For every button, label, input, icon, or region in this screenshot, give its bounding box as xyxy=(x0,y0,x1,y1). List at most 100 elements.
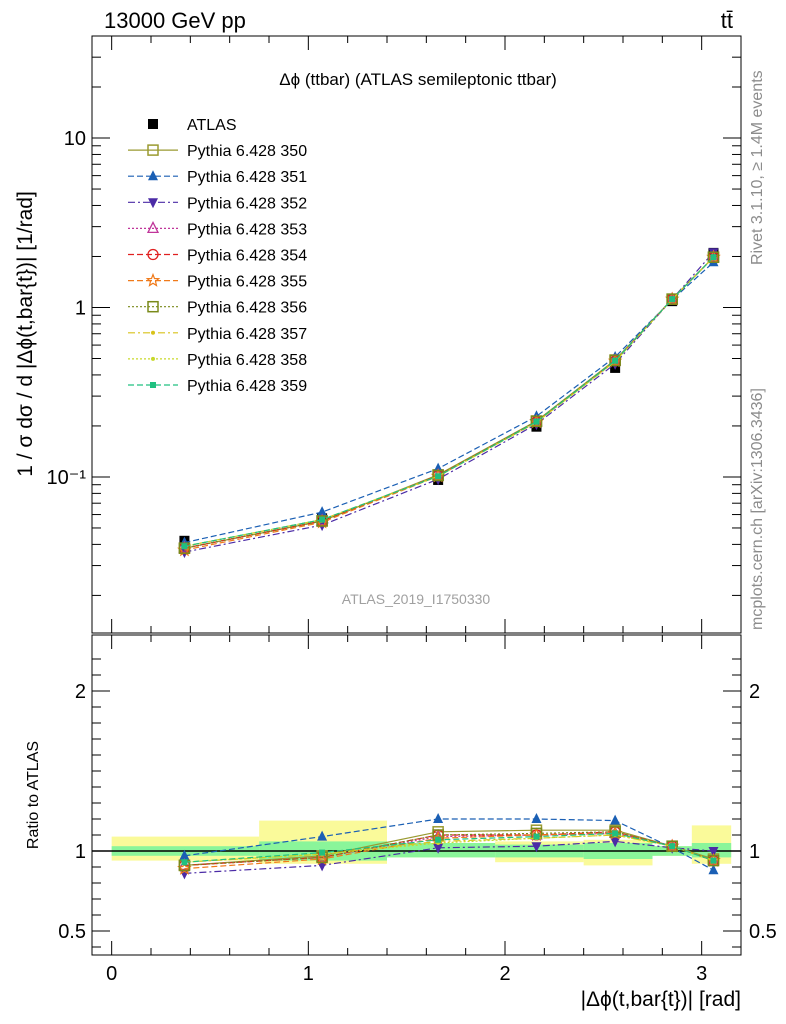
y-tick-label: 1 xyxy=(75,841,86,863)
energy-label: 13000 GeV pp xyxy=(104,8,246,33)
mcplots-label: mcplots.cern.ch [arXiv:1306.3436] xyxy=(749,388,766,630)
x-axis-label: |Δϕ(t,bar{t})| [rad] xyxy=(581,988,741,1011)
legend-label: Pythia 6.428 352 xyxy=(187,195,307,212)
legend-item: ATLAS xyxy=(148,117,237,134)
ratio-series-9 xyxy=(181,830,717,866)
y-tick-label: 10⁻¹ xyxy=(47,467,87,489)
legend-label: Pythia 6.428 355 xyxy=(187,274,307,291)
legend-item: Pythia 6.428 357 xyxy=(128,326,307,343)
main-series-6 xyxy=(177,249,721,557)
legend-label: ATLAS xyxy=(187,117,237,134)
legend-label: Pythia 6.428 356 xyxy=(187,300,307,317)
x-tick-label: 0 xyxy=(106,963,117,985)
legend-item: Pythia 6.428 353 xyxy=(128,220,307,238)
legend-label: Pythia 6.428 357 xyxy=(187,326,307,343)
legend: ATLAS Pythia 6.428 350 Pythia 6.428 351 Pyt… xyxy=(128,117,307,395)
y-tick-label-right: 2 xyxy=(749,681,760,703)
legend-label: Pythia 6.428 350 xyxy=(187,143,307,160)
y-tick-label: 0.5 xyxy=(58,921,86,943)
legend-marker xyxy=(148,170,158,181)
data-point xyxy=(707,854,720,867)
data-point xyxy=(181,859,188,866)
legend-marker xyxy=(148,119,158,129)
legend-label: Pythia 6.428 351 xyxy=(187,169,307,186)
legend-marker xyxy=(151,330,155,335)
data-point xyxy=(433,843,444,854)
main-series-10 xyxy=(181,254,717,550)
main-plot-panel: 10⁻¹ 1 10 Δϕ (ttbar) (ATLAS semileptonic t… xyxy=(14,35,742,634)
legend-marker xyxy=(147,300,159,313)
y-tick-label: 2 xyxy=(75,681,86,703)
data-point xyxy=(710,857,717,864)
legend-item: Pythia 6.428 355 xyxy=(128,272,307,291)
process-label: tt̄ xyxy=(721,8,733,33)
main-series-7 xyxy=(178,251,720,554)
main-series-1 xyxy=(178,251,720,554)
data-point xyxy=(317,506,328,517)
legend-marker xyxy=(151,356,155,361)
data-point xyxy=(708,248,719,259)
legend-marker xyxy=(147,144,159,156)
legend-item: Pythia 6.428 354 xyxy=(128,248,307,265)
data-point xyxy=(612,830,619,837)
data-point xyxy=(666,293,678,305)
main-plot-area xyxy=(177,247,721,559)
legend-marker xyxy=(150,382,156,388)
watermark: ATLAS_2019_I1750330 xyxy=(342,591,491,607)
legend-item: Pythia 6.428 358 xyxy=(128,352,307,369)
legend-marker xyxy=(145,272,161,287)
legend-item: Pythia 6.428 350 xyxy=(128,143,307,160)
main-series-4 xyxy=(178,249,720,553)
legend-item: Pythia 6.428 359 xyxy=(128,378,307,395)
data-point xyxy=(531,813,542,823)
ratio-ticks: 0 1 2 3 0.5 0.5 1 1 2 2 xyxy=(58,635,777,985)
rivet-label: Rivet 3.1.10, ≥ 1.4M events xyxy=(749,70,766,265)
main-series-3 xyxy=(179,248,719,559)
data-point xyxy=(435,473,442,480)
data-point xyxy=(666,840,678,852)
x-tick-label: 2 xyxy=(499,963,510,985)
legend-label: Pythia 6.428 358 xyxy=(187,352,307,369)
main-series-0 xyxy=(179,247,719,546)
y-tick-label: 1 xyxy=(75,297,86,319)
legend-item: Pythia 6.428 352 xyxy=(128,195,307,212)
legend-label: Pythia 6.428 354 xyxy=(187,248,307,265)
series-line xyxy=(184,251,714,553)
data-point xyxy=(708,847,719,857)
data-point xyxy=(533,833,540,840)
legend-label: Pythia 6.428 359 xyxy=(187,378,307,395)
data-point xyxy=(669,843,676,850)
ratio-plot-panel: 0 1 2 3 0.5 0.5 1 1 2 2 Ratio to ATLAS |Δϕ(t,bar{… xyxy=(25,634,777,1011)
data-point xyxy=(178,542,191,554)
data-point xyxy=(181,543,188,550)
uncertainty-band-inner xyxy=(387,843,496,858)
y-tick-label: 10 xyxy=(64,128,86,150)
ratio-y-axis-label: Ratio to ATLAS xyxy=(25,741,42,849)
data-point xyxy=(531,842,542,853)
series-line xyxy=(184,831,714,866)
data-point xyxy=(317,830,328,841)
data-point xyxy=(708,864,719,875)
data-point xyxy=(435,836,442,843)
legend-item: Pythia 6.428 351 xyxy=(128,169,307,186)
data-point xyxy=(319,849,326,856)
data-point xyxy=(669,296,676,303)
data-point xyxy=(533,418,540,425)
legend-item: Pythia 6.428 356 xyxy=(128,300,307,317)
legend-marker xyxy=(148,198,158,209)
main-y-ticks: 10⁻¹ 1 10 xyxy=(47,35,741,633)
main-title: Δϕ (ttbar) (ATLAS semileptonic ttbar) xyxy=(279,70,557,89)
data-point xyxy=(433,813,444,823)
y-tick-label-right: 1 xyxy=(749,841,760,863)
data-point xyxy=(609,354,621,367)
ratio-plot-frame xyxy=(91,634,742,956)
main-y-axis-label: 1 / σ dσ / d |Δϕ(t,bar{t})| [1/rad] xyxy=(14,191,37,477)
data-point xyxy=(432,469,444,482)
legend-label: Pythia 6.428 353 xyxy=(187,221,307,238)
data-point xyxy=(610,837,621,848)
legend-marker xyxy=(146,220,160,234)
y-tick-label-right: 0.5 xyxy=(749,921,777,943)
data-point xyxy=(530,415,543,428)
data-point xyxy=(612,357,619,364)
